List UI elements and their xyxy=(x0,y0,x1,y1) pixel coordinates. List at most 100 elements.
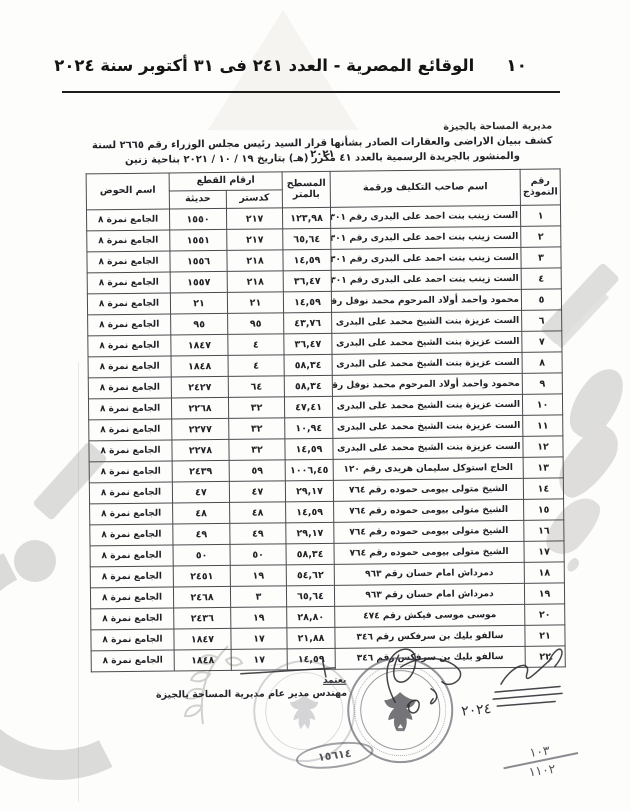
cell-cadastre: ٤٧ xyxy=(229,480,286,503)
cell-basin: الجامع نمرة ٨ xyxy=(86,230,170,252)
cell-area: ١٤,٥٩ xyxy=(283,291,332,313)
cell-basin: الجامع نمرة ٨ xyxy=(87,293,171,315)
laurel-branch-icon xyxy=(183,645,244,725)
cell-basin: الجامع نمرة ٨ xyxy=(90,628,175,651)
cell-cadastre: ١٩ xyxy=(230,564,287,587)
cell-cadastre: ٣٢ xyxy=(228,396,285,419)
cell-modern: ٢٤٣٦ xyxy=(173,607,231,629)
cell-basin: الجامع نمرة ٨ xyxy=(89,524,174,546)
cell-cadastre: ٢١٧ xyxy=(226,207,283,230)
cell-modern: ١٥٥٠ xyxy=(169,208,227,231)
cell-area: ٥٨,٣٤ xyxy=(284,354,333,376)
cell-modern: ٥٠ xyxy=(173,544,231,566)
cell-modern: ١٨٤٧ xyxy=(170,334,229,357)
cell-modern: ١٥٥٦ xyxy=(169,250,228,273)
cell-name: الست عزيزة بنت الشيخ محمد على البدرى رقم… xyxy=(332,436,524,460)
cell-form-no: ١٧ xyxy=(523,540,565,563)
cell-name: الشيخ متولى بيومى حموده رقم ٧٦٤ xyxy=(333,541,525,565)
cell-modern: ٢٤٣٩ xyxy=(172,460,230,483)
cell-modern: ٢٤٢٧ xyxy=(171,376,229,399)
cell-modern: ٩٥ xyxy=(170,313,228,336)
cell-cadastre: ٣٢ xyxy=(228,438,286,461)
cell-form-no: ٢١ xyxy=(524,624,566,647)
cell-area: ٥٤,٦٢ xyxy=(286,564,335,586)
cell-area: ١٤,٥٩ xyxy=(282,249,332,271)
cell-cadastre: ٣ xyxy=(230,585,287,608)
cell-modern: ٢٢٧٧ xyxy=(171,418,229,441)
cell-basin: الجامع نمرة ٨ xyxy=(89,461,173,483)
cell-cadastre: ١٩ xyxy=(230,606,287,629)
cell-cadastre: ٣٢ xyxy=(228,417,285,440)
cell-form-no: ٦ xyxy=(521,309,562,332)
eagle-icon xyxy=(289,694,319,730)
cell-basin: الجامع نمرة ٨ xyxy=(86,251,171,273)
cell-cadastre: ٢١٨ xyxy=(227,270,284,293)
cell-form-no: ٩ xyxy=(522,372,563,395)
cell-basin: الجامع نمرة ٨ xyxy=(89,482,173,504)
cell-modern: ٤٨ xyxy=(172,502,230,525)
cell-basin: الجامع نمرة ٨ xyxy=(87,335,172,357)
cell-modern: ١٨٤٧ xyxy=(173,628,232,650)
cell-basin: الجامع نمرة ٨ xyxy=(87,272,171,294)
cell-cadastre: ٤ xyxy=(227,333,285,356)
cell-basin: الجامع نمرة ٨ xyxy=(90,586,174,609)
cell-basin: الجامع نمرة ٨ xyxy=(90,565,174,588)
land-survey-table: رقم النموذج اسم صاحب التكليف ورقمة المسط… xyxy=(86,168,566,672)
cell-cadastre: ٩٥ xyxy=(227,312,284,335)
cell-cadastre: ٤٩ xyxy=(229,522,286,545)
cell-form-no: ١٤ xyxy=(523,477,564,500)
cell-basin: الجامع نمرة ٨ xyxy=(91,649,175,672)
cell-name: الست عزيزة بنت الشيخ محمد على البدرى رقم… xyxy=(332,394,523,418)
cell-form-no: ١ xyxy=(520,204,561,227)
cell-area: ١٤,٥٩ xyxy=(284,438,334,460)
cell-form-no: ١٠ xyxy=(522,393,563,416)
cell-name: الست عزيزة بنت الشيخ محمد على البدرى رقم… xyxy=(331,331,523,355)
scan-fold-line xyxy=(78,362,79,802)
cell-area: ٥٨,٣٤ xyxy=(285,543,335,565)
directorate-title: مديرية المساحة بالجيزة xyxy=(443,120,553,133)
cell-area: ١٢٣,٩٨ xyxy=(282,207,331,229)
cell-cadastre: ٢١٨ xyxy=(226,249,284,272)
ghost-stamp xyxy=(252,659,356,763)
cell-name: الست زينب بنت احمد على البدرى رقم ٣٠١ xyxy=(330,205,521,229)
cell-name: محمود واحمد أولاد المرحوم محمد نوفل رقم … xyxy=(331,289,522,313)
cell-cadastre: ٥٠ xyxy=(229,543,287,566)
cell-area: ٢٩,١٧ xyxy=(285,522,334,544)
handwritten-ref-bottom: ١١٠٢ xyxy=(527,760,557,779)
handwritten-year: ٢٠٢٤ xyxy=(460,700,493,720)
cell-area: ٤٧,٤١ xyxy=(284,396,333,418)
cell-modern: ١٥٥١ xyxy=(169,229,227,252)
cell-name: الشيخ متولى بيومى حموده رقم ٧٦٤ xyxy=(333,520,524,544)
cell-modern: ١٥٥٧ xyxy=(170,271,228,294)
cell-cadastre: ٤٨ xyxy=(229,501,286,524)
cell-name: الست عزيزة بنت الشيخ محمد على البدرى رقم… xyxy=(332,415,523,439)
cell-modern: ٢١ xyxy=(170,292,228,315)
cell-form-no: ١٥ xyxy=(523,498,564,521)
eagle-icon xyxy=(384,692,417,732)
cell-form-no: ٢٠ xyxy=(524,603,565,626)
cell-modern: ١٨٤٨ xyxy=(171,355,229,378)
cell-basin: الجامع نمرة ٨ xyxy=(88,377,172,399)
cell-name: الشيخ متولى بيومى حموده رقم ٧٦٤ xyxy=(333,499,524,523)
cell-modern: ٢٤٥١ xyxy=(173,565,231,587)
cell-area: ١٤,٥٩ xyxy=(285,501,334,523)
cell-cadastre: ٥٩ xyxy=(229,459,286,482)
cell-area: ٢٨,٨٠ xyxy=(286,606,335,628)
gazette-title: الوقائع المصرية - العدد ٢٤١ فى ٣١ أكتوبر… xyxy=(54,56,475,75)
cell-area: ١٠٠٦,٤٥ xyxy=(285,459,334,481)
cell-name: الست زينب بنت احمد على البدرى رقم ٣٠١ xyxy=(330,226,521,250)
cell-modern: ٤٩ xyxy=(172,523,230,546)
cell-form-no: ١٦ xyxy=(523,519,564,542)
cell-area: ٦٥,٦٤ xyxy=(282,228,331,250)
cell-basin: الجامع نمرة ٨ xyxy=(87,314,171,336)
cell-cadastre: ٦٤ xyxy=(228,375,285,398)
cell-name: محمود واحمد أولاد المرحوم محمد نوفل رقم … xyxy=(332,373,523,397)
cell-basin: الجامع نمرة ٨ xyxy=(90,607,174,630)
cell-name: الشيخ متولى بيومى حموده رقم ٧٦٤ xyxy=(333,478,524,502)
cell-form-no: ٣ xyxy=(520,246,562,269)
cell-basin: الجامع نمرة ٨ xyxy=(89,503,173,525)
cell-area: ٤٣,٧٦ xyxy=(283,312,332,334)
cell-area: ٣٦,٤٧ xyxy=(283,333,333,355)
